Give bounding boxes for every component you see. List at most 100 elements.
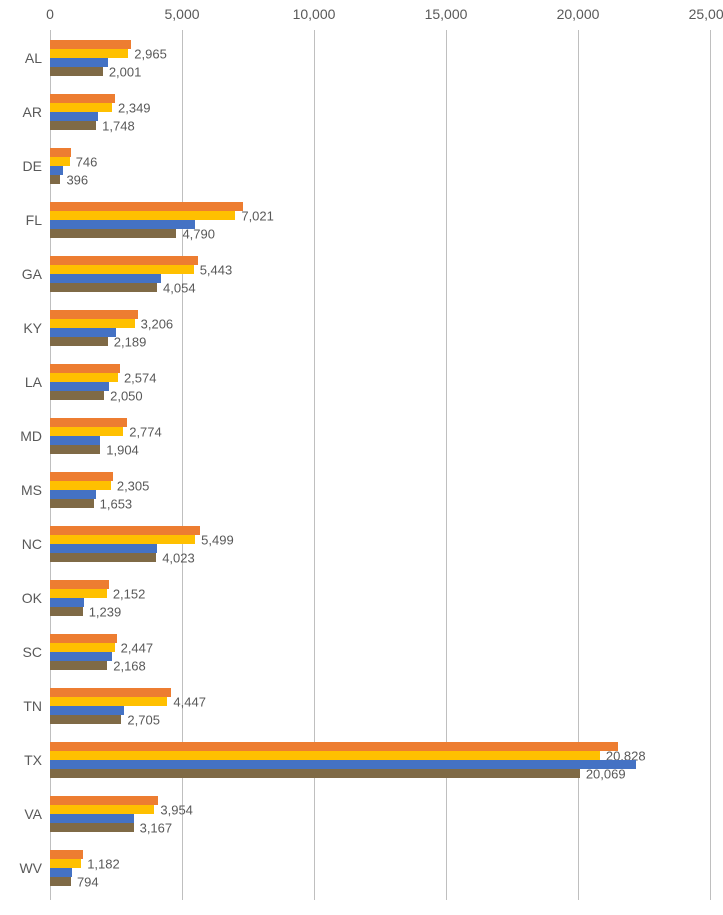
bar — [50, 481, 111, 490]
category-label: SC — [0, 644, 42, 660]
bar — [50, 814, 134, 823]
bar-value-label: 396 — [66, 172, 88, 187]
bar — [50, 67, 103, 76]
bar — [50, 436, 100, 445]
bar-value-label: 1,653 — [100, 496, 133, 511]
bar — [50, 553, 156, 562]
bar — [50, 688, 171, 697]
category-label: OK — [0, 590, 42, 606]
category-label: WV — [0, 860, 42, 876]
bar — [50, 418, 127, 427]
bar-value-label: 2,189 — [114, 334, 147, 349]
bar-value-label: 5,443 — [200, 262, 233, 277]
bar — [50, 274, 161, 283]
bar-value-label: 2,168 — [113, 658, 146, 673]
bar — [50, 40, 131, 49]
bar — [50, 157, 70, 166]
bar — [50, 328, 116, 337]
bar — [50, 256, 198, 265]
category-label: MS — [0, 482, 42, 498]
bar-value-label: 2,050 — [110, 388, 143, 403]
bar — [50, 598, 84, 607]
bar — [50, 58, 108, 67]
bar-value-label: 1,904 — [106, 442, 139, 457]
bar — [50, 211, 235, 220]
bar — [50, 535, 195, 544]
bar — [50, 337, 108, 346]
bar — [50, 499, 94, 508]
bar — [50, 265, 194, 274]
bar — [50, 310, 138, 319]
category-label: DE — [0, 158, 42, 174]
bar — [50, 166, 63, 175]
x-axis-tick-label: 0 — [46, 6, 54, 22]
bar — [50, 643, 115, 652]
category-label: MD — [0, 428, 42, 444]
x-axis-tick-label: 25,000 — [689, 6, 723, 22]
x-axis-tick-label: 5,000 — [164, 6, 199, 22]
bar-value-label: 7,021 — [241, 208, 274, 223]
bar-value-label: 2,965 — [134, 46, 167, 61]
bar-value-label: 3,206 — [141, 316, 174, 331]
bar-value-label: 1,182 — [87, 856, 120, 871]
bar-value-label: 2,574 — [124, 370, 157, 385]
bar — [50, 697, 167, 706]
bar — [50, 364, 120, 373]
bar — [50, 202, 243, 211]
bar — [50, 868, 72, 877]
bar-value-label: 2,349 — [118, 100, 151, 115]
bar — [50, 427, 123, 436]
bar-value-label: 2,447 — [121, 640, 154, 655]
bar — [50, 859, 81, 868]
bar — [50, 148, 71, 157]
bar — [50, 121, 96, 130]
bar-value-label: 794 — [77, 874, 99, 889]
bar-value-label: 2,001 — [109, 64, 142, 79]
bar — [50, 796, 158, 805]
x-axis-tick-label: 15,000 — [425, 6, 468, 22]
bar — [50, 382, 109, 391]
bar — [50, 850, 83, 859]
bar — [50, 715, 121, 724]
bar-value-label: 4,447 — [173, 694, 206, 709]
bar — [50, 877, 71, 886]
category-label: VA — [0, 806, 42, 822]
bar — [50, 589, 107, 598]
bar-value-label: 20,069 — [586, 766, 626, 781]
category-label: FL — [0, 212, 42, 228]
bar — [50, 652, 112, 661]
bar — [50, 823, 134, 832]
bar — [50, 229, 176, 238]
bar-value-label: 4,054 — [163, 280, 196, 295]
bar — [50, 283, 157, 292]
bar — [50, 175, 60, 184]
bar — [50, 373, 118, 382]
bar-value-label: 5,499 — [201, 532, 234, 547]
bar — [50, 490, 96, 499]
bar — [50, 220, 195, 229]
bar-value-label: 1,748 — [102, 118, 135, 133]
bar — [50, 472, 113, 481]
bar — [50, 94, 115, 103]
bar — [50, 544, 157, 553]
bar-value-label: 4,790 — [182, 226, 215, 241]
bar — [50, 112, 98, 121]
bar-value-label: 1,239 — [89, 604, 122, 619]
category-label: GA — [0, 266, 42, 282]
grouped-bar-chart: 05,00010,00015,00020,00025,000AL2,9652,0… — [0, 0, 723, 915]
bar — [50, 769, 580, 778]
bar — [50, 634, 117, 643]
bar-value-label: 4,023 — [162, 550, 195, 565]
bar — [50, 661, 107, 670]
bar — [50, 751, 600, 760]
bar-value-label: 3,167 — [140, 820, 173, 835]
category-label: TX — [0, 752, 42, 768]
bar — [50, 49, 128, 58]
bar-value-label: 2,152 — [113, 586, 146, 601]
bar — [50, 760, 636, 769]
x-axis-tick-label: 10,000 — [293, 6, 336, 22]
bar — [50, 607, 83, 616]
x-axis-tick-label: 20,000 — [557, 6, 600, 22]
bar — [50, 319, 135, 328]
bar-value-label: 2,774 — [129, 424, 162, 439]
